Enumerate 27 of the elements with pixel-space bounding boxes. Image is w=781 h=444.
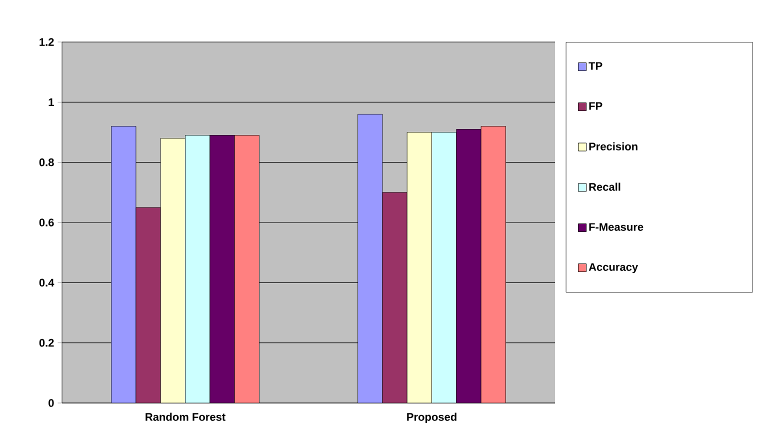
y-tick-label: 0 bbox=[48, 399, 54, 407]
bar bbox=[456, 129, 482, 403]
x-tick-label: Random Forest bbox=[146, 412, 226, 421]
y-tick-label: 1.2 bbox=[40, 38, 54, 46]
y-tick-label: 0.2 bbox=[39, 338, 54, 347]
bar bbox=[136, 207, 161, 403]
bar bbox=[432, 132, 457, 403]
bar bbox=[382, 192, 408, 403]
y-tick-label: 0.8 bbox=[39, 158, 54, 166]
bar bbox=[358, 114, 383, 403]
bar bbox=[185, 135, 210, 403]
legend-label: Accuracy bbox=[588, 263, 638, 274]
bar bbox=[406, 132, 432, 403]
bar bbox=[210, 135, 235, 403]
legend-label: Precision bbox=[589, 142, 638, 150]
x-tick-label: Proposed bbox=[407, 412, 456, 424]
bar bbox=[480, 126, 506, 403]
bar bbox=[234, 135, 260, 403]
y-tick-label: 0.6 bbox=[39, 218, 54, 226]
legend-label: FP bbox=[589, 102, 602, 110]
y-tick-label: 1 bbox=[48, 98, 54, 106]
y-tick-label: 0.4 bbox=[39, 278, 54, 287]
bar bbox=[111, 126, 136, 403]
legend-label: TP bbox=[588, 62, 602, 70]
legend-label: Recall bbox=[589, 182, 620, 191]
bar bbox=[160, 138, 186, 403]
legend-label: F-Measure bbox=[589, 223, 644, 231]
